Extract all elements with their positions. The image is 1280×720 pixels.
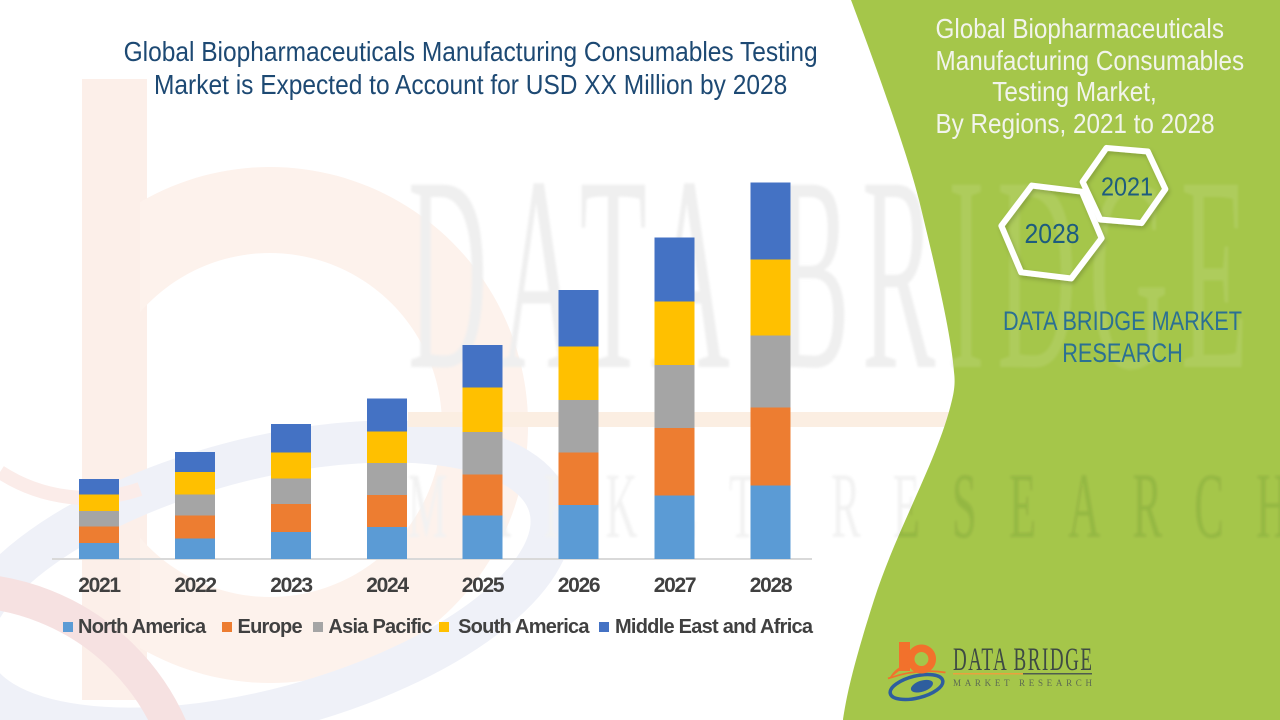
svg-text:MARKET RESEARCH: MARKET RESEARCH bbox=[953, 678, 1093, 688]
svg-text:DATA BRIDGE: DATA BRIDGE bbox=[953, 641, 1092, 678]
